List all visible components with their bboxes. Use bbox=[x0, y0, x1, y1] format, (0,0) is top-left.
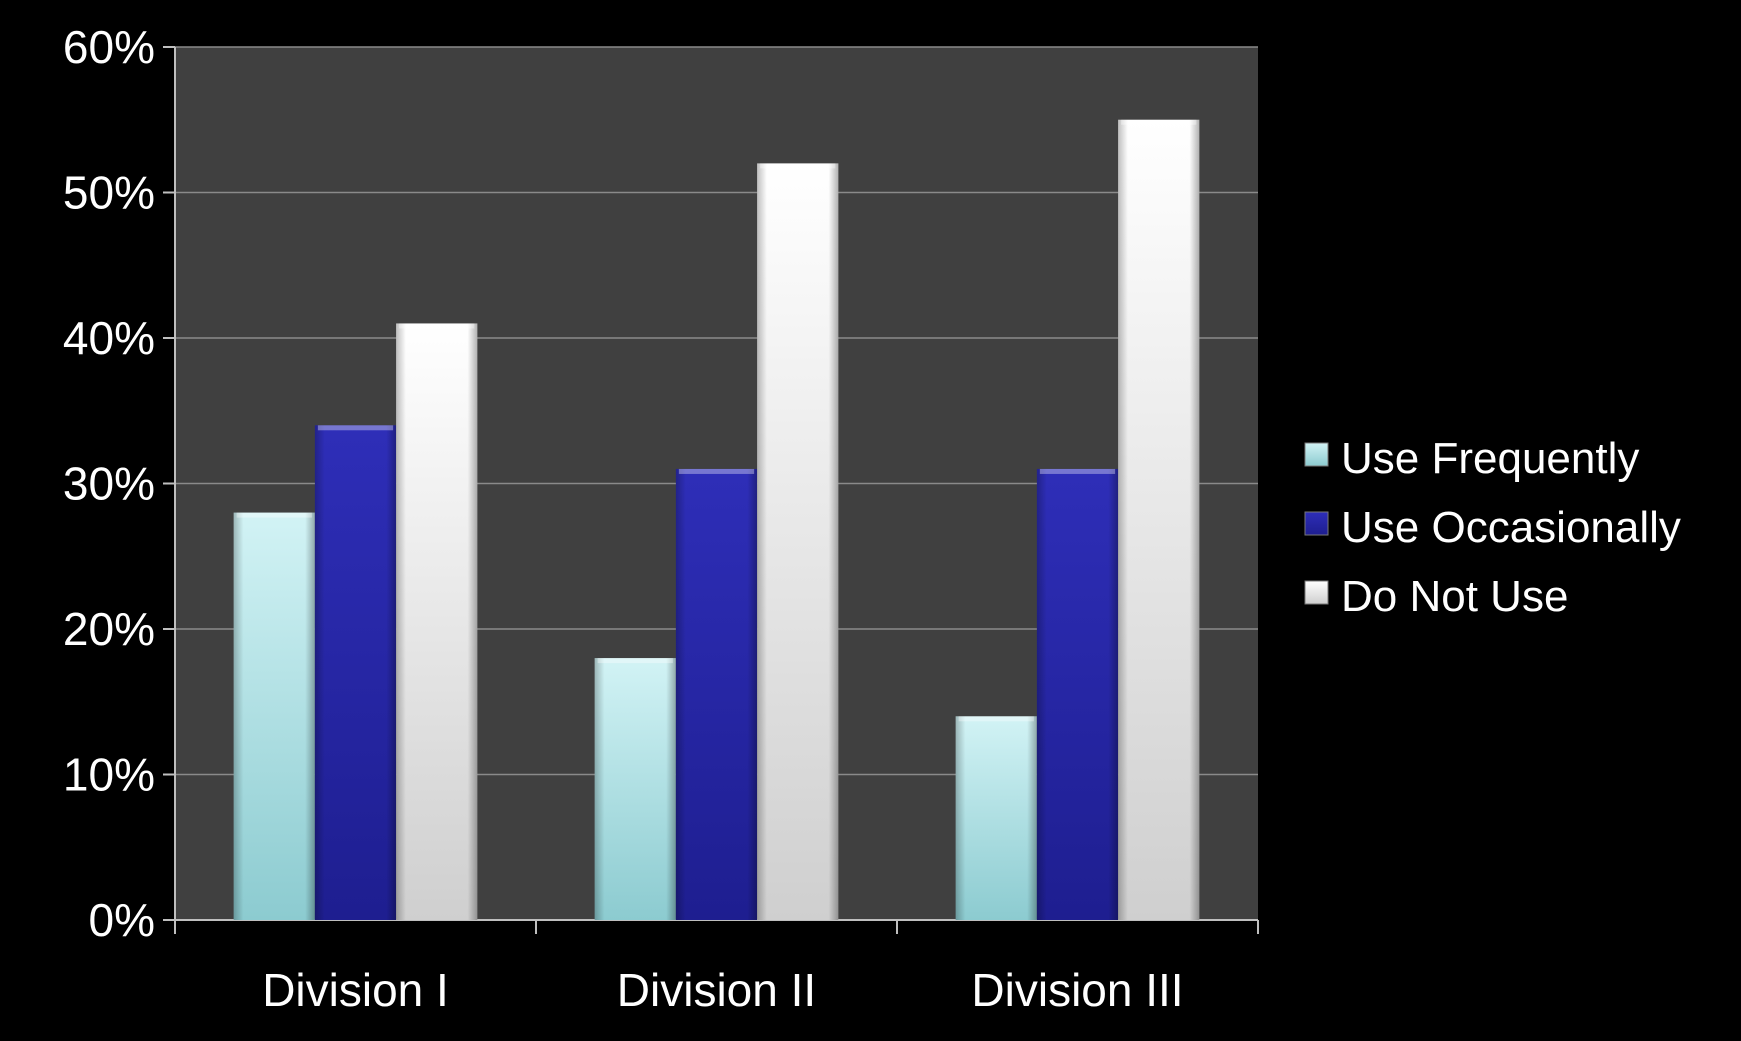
bars bbox=[233, 119, 1200, 920]
bar-top-bevel bbox=[678, 468, 755, 474]
legend-label: Use Occasionally bbox=[1341, 503, 1681, 552]
x-tick-label: Division II bbox=[617, 964, 816, 1016]
bar-top-bevel bbox=[399, 323, 475, 329]
bar-shade bbox=[757, 163, 839, 920]
y-tick-label: 10% bbox=[63, 749, 155, 801]
y-tick-label: 20% bbox=[63, 603, 155, 655]
y-tick-label: 0% bbox=[89, 894, 155, 946]
bar-shade bbox=[314, 425, 397, 920]
bar-shade bbox=[955, 716, 1037, 920]
y-axis-tick-labels: 0% 10% 20% 30% 40% 50% 60% bbox=[63, 21, 155, 946]
y-tick-label: 50% bbox=[63, 167, 155, 219]
bar-top-bevel bbox=[1121, 119, 1197, 125]
x-tick-label: Division III bbox=[971, 964, 1183, 1016]
legend-label: Do Not Use bbox=[1341, 572, 1568, 621]
bar-shade bbox=[675, 468, 758, 920]
legend-swatch bbox=[1304, 580, 1329, 605]
legend-swatch bbox=[1304, 511, 1329, 536]
bar-shade bbox=[396, 323, 478, 920]
bar-top-bevel bbox=[760, 163, 836, 169]
y-tick-label: 30% bbox=[63, 458, 155, 510]
legend-label: Use Frequently bbox=[1341, 434, 1639, 483]
bar-shade bbox=[594, 658, 676, 920]
bar-top-bevel bbox=[236, 512, 312, 518]
bar-top-bevel bbox=[958, 716, 1034, 722]
y-tick-label: 40% bbox=[63, 312, 155, 364]
legend: Use Frequently Use Occasionally Do Not Use bbox=[1304, 434, 1681, 621]
bar-shade bbox=[1036, 468, 1119, 920]
bar-shade bbox=[1118, 119, 1200, 920]
y-tick-label: 60% bbox=[63, 21, 155, 73]
x-axis-tick-labels: Division I Division II Division III bbox=[262, 964, 1183, 1016]
x-tick-label: Division I bbox=[262, 964, 449, 1016]
bar-shade bbox=[233, 512, 315, 920]
bar-top-bevel bbox=[597, 658, 673, 664]
bar-top-bevel bbox=[1039, 468, 1116, 474]
legend-swatch bbox=[1304, 442, 1329, 467]
bar-top-bevel bbox=[317, 425, 394, 431]
